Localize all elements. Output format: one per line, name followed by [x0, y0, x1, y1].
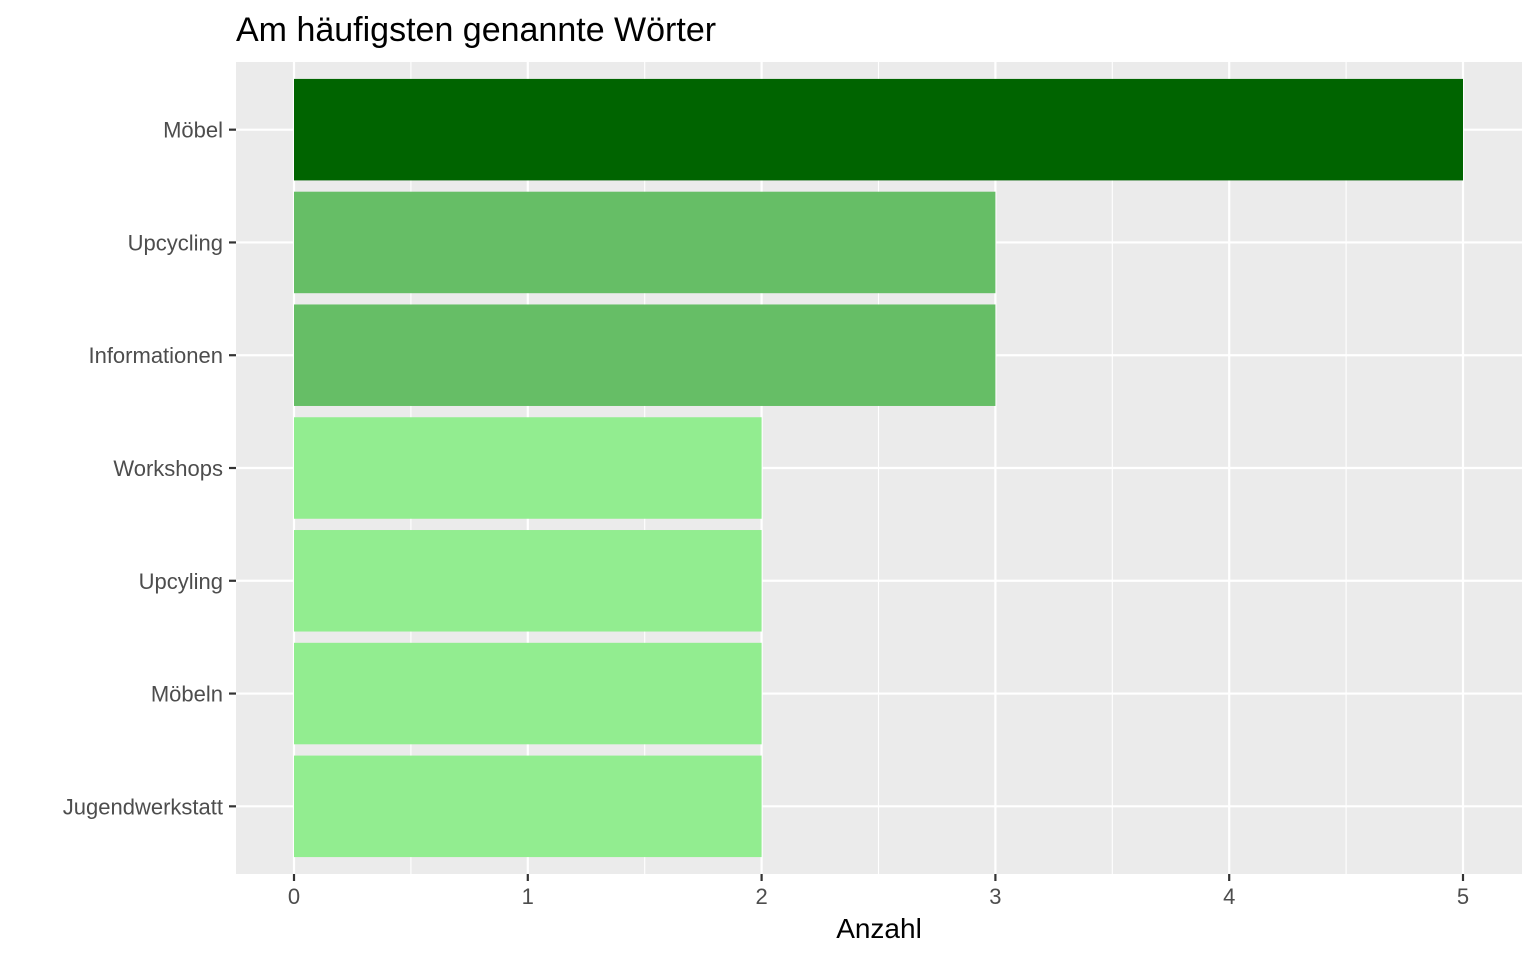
x-tick-label: 5 [1457, 884, 1469, 909]
y-tick-label: Upcyling [139, 569, 223, 594]
bar-möbeln [294, 642, 762, 745]
x-tick-label: 0 [288, 884, 300, 909]
x-axis-title: Anzahl [836, 913, 922, 944]
x-axis: 0 1 2 3 4 5 [288, 874, 1469, 909]
x-tick-label: 1 [522, 884, 534, 909]
y-tick-label: Möbeln [151, 682, 223, 707]
y-tick-label: Informationen [88, 343, 223, 368]
bars [294, 78, 1463, 858]
y-tick-label: Möbel [163, 118, 223, 143]
x-tick-label: 4 [1223, 884, 1235, 909]
chart-title: Am häufigsten genannte Wörter [236, 11, 716, 49]
y-tick-label: Upcycling [128, 230, 223, 255]
bar-upcyling [294, 530, 762, 632]
bar-jugendwerkstatt [294, 755, 762, 858]
y-tick-label: Jugendwerkstatt [63, 794, 223, 819]
y-tick-label: Workshops [113, 456, 223, 481]
bar-upcycling [294, 191, 996, 294]
bar-workshops [294, 417, 762, 519]
x-tick-label: 3 [989, 884, 1001, 909]
y-axis: Möbel Upcycling Informationen Workshops Upcy… [63, 118, 236, 819]
bar-möbel [294, 78, 1463, 181]
x-tick-label: 2 [755, 884, 767, 909]
bar-informationen [294, 304, 996, 406]
